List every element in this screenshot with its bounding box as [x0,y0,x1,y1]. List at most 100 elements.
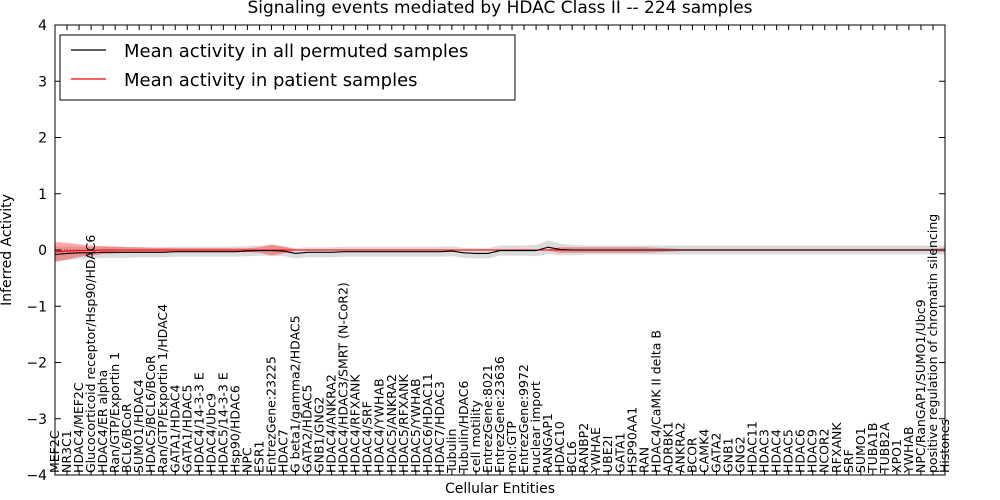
x-tick-label: HDAC9 [805,429,820,473]
x-tick-label: YWHAB [901,426,916,474]
x-tick-label: HDAC4/ANKRA2 [324,374,339,473]
x-tick-label: HDAC4/MEF2C [71,382,86,473]
y-tick-label: 4 [38,18,47,34]
series-lines [54,246,945,256]
x-tick-label: HDAC10 [552,421,567,473]
x-tick-label: GNB1 [721,437,736,473]
x-tick-label: RFXANK [829,422,844,473]
x-tick-label: HSP90AA1 [624,407,639,473]
x-tick-label: G beta1/gamma2/HDAC5 [288,315,303,473]
x-tick-label: HDAC4 [769,429,784,473]
x-tick-label: NR3C1 [59,430,74,473]
y-tick-label: −1 [26,299,47,315]
x-tick-label: HDAC4/ER alpha [95,370,110,473]
y-tick-label: 3 [38,74,47,90]
x-tick-label: RAN [636,447,651,473]
x-tick-label: HDAC4/14-3-3 E [191,372,206,473]
confidence-bands [55,240,945,263]
x-axis-label: Cellular Entities [445,481,555,497]
x-tick-label: SUMO1 [853,427,868,473]
x-tick-label: Histones [937,419,952,473]
legend-frame [59,34,516,101]
x-tick-label: TUBB2A [877,422,892,474]
x-tick-label: HDAC5/YWHAB [408,378,423,473]
x-tick-label: BCL6 [564,441,579,473]
x-tick-label: CAMK4 [697,429,712,473]
x-tick-label: NPC [239,447,254,473]
x-tick-label: SUMO1/HDAC4 [131,379,146,473]
series-line-0 [54,246,945,256]
x-tick-label: HDAC3 [757,429,772,473]
legend-label-permuted: Mean activity in all permuted samples [124,41,468,62]
x-tick-label: HDAC11 [745,421,760,473]
y-tick-label: 1 [38,187,47,203]
x-tick-label: XPO1 [889,439,904,473]
x-tick-label: GNG2 [733,436,748,473]
chart-title: Signaling events mediated by HDAC Class … [247,0,752,18]
x-tick-label: Hsp90/HDAC6 [227,385,242,473]
x-tick-label: Ran/GTP/Exportin 1/HDAC4 [155,304,170,473]
x-tick-label: GATA2/HDAC5 [300,385,315,473]
x-tick-label: HDAC6 [793,429,808,473]
x-tick-label: HDAC7/HDAC3 [432,381,447,473]
band-1 [55,242,945,262]
x-tick-label: EntrezGene:9972 [516,364,531,473]
x-tick-label: SRF [841,449,856,473]
x-tick-label: HDAC5/RFXANK [396,374,411,473]
x-tick-label: HDAC4/HDAC3/SMRT (N-CoR2) [336,282,351,473]
x-tick-label: GATA2 [709,433,724,473]
x-tick-label: ADRBK1 [660,421,675,473]
x-tick-label: HDAC5 [781,429,796,473]
x-tick-label: positive regulation of chromatin silenci… [925,214,940,473]
x-tick-label: HDAC4/SRF [360,401,375,473]
x-tick-label: EntrezGene:23225 [264,356,279,473]
x-tick-label: MEF2C [47,430,62,473]
y-tick-label: 2 [38,131,47,147]
x-tick-label: UBE2I [600,436,615,473]
x-tick-label: BCL6/BCoR [119,403,134,473]
y-tick-label: −3 [26,412,47,428]
y-axis: −4 −3 −2 −1 0 1 2 3 4 [26,18,945,484]
y-tick-label: −4 [26,468,47,484]
x-tick-label: ANKRA2 [672,422,687,473]
x-tick-label: GATA1/HDAC5 [179,385,194,473]
x-tick-label: Ran/GTP/Exportin 1 [107,352,122,473]
x-tick-label: RANGAP1 [540,413,555,473]
x-tick-label: mol:GTP [504,421,519,473]
plot-area [54,240,945,263]
x-tick-label: GATA1 [612,433,627,473]
x-tick-label: HDAC4/CaMK II delta B [648,330,663,473]
x-tick-label: BCOR [684,437,699,473]
x-tick-label: cell motility [468,399,483,473]
x-tick-label: nuclear import [528,381,543,473]
legend-label-patient: Mean activity in patient samples [124,70,418,91]
x-tick-label: Tubulin/HDAC6 [456,381,471,474]
x-tick-label: GNB1/GNG2 [312,397,327,473]
x-tick-label: HDAC5/14-3-3 E [215,372,230,473]
y-axis-label: Inferred Activity [0,194,15,306]
x-tick-label: GATA1/HDAC4 [167,384,182,473]
x-tick-label: NCOR2 [817,428,832,473]
x-tick-label: Glucocorticoid receptor/Hsp90/HDAC6 [83,235,98,473]
x-tick-label: HDAC4/RFXANK [348,374,363,473]
y-tick-label: −2 [26,356,47,372]
x-tick-label: EntrezGene:8021 [480,364,495,473]
x-tick-label: Tubulin [444,429,459,474]
y-tick-label: 0 [38,243,47,259]
x-tick-label: HDAC4/Ubc9 [203,393,218,473]
x-tick-label: ESR1 [252,441,267,473]
x-tick-label: HDAC4/YWHAB [372,378,387,473]
x-tick-label: HDAC6/HDAC11 [420,373,435,473]
x-tick-label: HDAC7 [276,429,291,473]
x-tick-label: YWHAE [588,427,603,474]
legend: Mean activity in all permuted samples Me… [59,34,516,101]
band-0 [55,240,945,263]
x-tick-label: EntrezGene:23636 [492,356,507,473]
x-tick-label: HDAC5/ANKRA2 [384,374,399,473]
x-tick-label: RANBP2 [576,423,591,473]
x-tick-label: TUBA1B [865,423,880,474]
x-tick-label: HDAC5/BCL6/BCoR [143,355,158,473]
x-tick-label: NPC/RanGAP1/SUMO1/Ubc9 [913,299,928,473]
